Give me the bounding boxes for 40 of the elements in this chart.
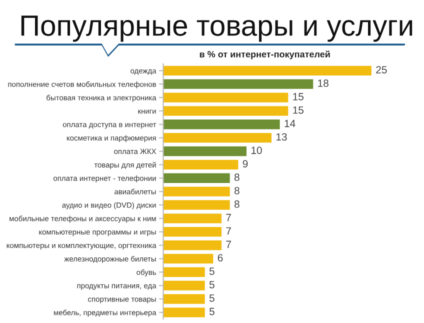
data-label: 5	[209, 308, 214, 316]
data-label: 5	[209, 281, 214, 288]
bar	[163, 308, 205, 318]
data-label: 14	[284, 120, 296, 128]
bar	[163, 173, 230, 183]
data-label: 7	[226, 240, 231, 248]
bar	[163, 92, 288, 102]
data-label: 10	[251, 146, 262, 154]
bar	[163, 280, 205, 290]
bar	[163, 160, 238, 170]
data-label: 8	[234, 174, 240, 181]
bar	[163, 267, 205, 277]
bar	[163, 120, 280, 130]
chart-subtitle: в % от интернет-покупателей	[200, 50, 330, 60]
bar	[163, 106, 288, 116]
data-label: 13	[276, 133, 287, 141]
data-label: 7	[226, 227, 231, 235]
bar	[163, 66, 372, 76]
data-label: 25	[376, 66, 387, 74]
bar	[163, 294, 205, 304]
chart-title: Популярные товары и услуги	[21, 16, 412, 42]
bar	[163, 254, 214, 264]
data-label: 8	[234, 200, 240, 208]
data-label: 8	[234, 186, 240, 194]
data-label: 15	[293, 93, 304, 100]
bar	[163, 146, 247, 156]
data-label: 5	[209, 294, 214, 302]
data-label: 5	[209, 268, 214, 275]
data-label: 6	[218, 254, 223, 262]
data-label: 7	[226, 214, 231, 222]
bar	[163, 214, 222, 224]
bar	[163, 132, 272, 143]
bar	[163, 240, 222, 250]
bar	[163, 200, 230, 210]
bar	[163, 79, 314, 89]
bar	[163, 186, 230, 196]
bar	[163, 226, 222, 237]
data-label: 15	[293, 106, 304, 114]
data-label: 18	[318, 80, 328, 87]
data-label: 9	[242, 160, 248, 168]
